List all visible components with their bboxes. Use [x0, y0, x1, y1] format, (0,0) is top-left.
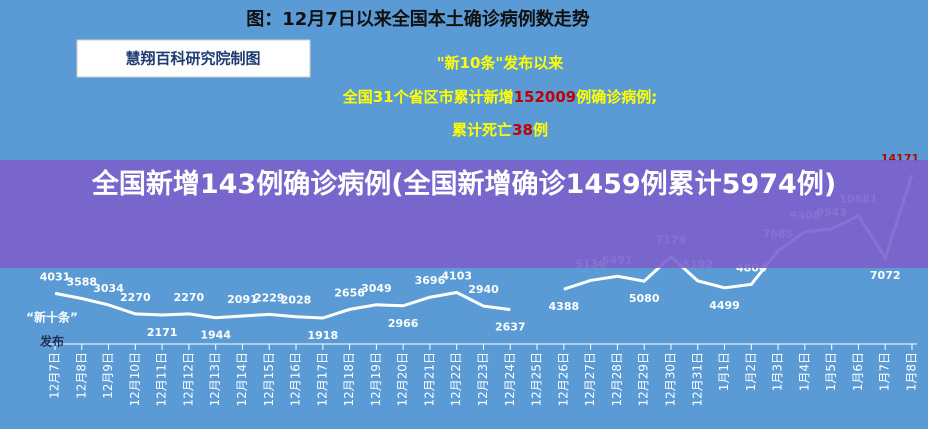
x-tick-label: 12月31日 — [690, 352, 704, 407]
data-label: 2966 — [388, 317, 419, 330]
data-label: 2028 — [281, 294, 312, 307]
chart-title: 图：12月7日以来全国本土确诊病例数走势 — [246, 8, 590, 30]
data-label: 2091 — [227, 293, 258, 306]
data-label: 4031 — [40, 270, 71, 283]
x-tick-label: 12月18日 — [342, 352, 356, 407]
data-label: 4499 — [709, 299, 740, 312]
x-tick-label: 1月3日 — [771, 352, 785, 391]
x-tick-label: 12月12日 — [181, 352, 195, 407]
x-tick-label: 1月2日 — [744, 352, 758, 391]
x-tick-label: 12月25日 — [530, 352, 544, 407]
x-tick-label: 12月7日 — [48, 352, 62, 399]
x-tick-label: 12月9日 — [101, 352, 115, 399]
note-part: 38 — [512, 121, 533, 139]
headline: 全国新增143例确诊病例(全国新增确诊1459例累计5974例) — [91, 169, 837, 200]
x-tick-label: 1月7日 — [878, 352, 892, 391]
data-label: 2171 — [147, 326, 178, 339]
data-label: 3034 — [93, 282, 124, 295]
note: 全国31个省区市累计新增152009例确诊病例; — [342, 88, 658, 106]
data-label: 1944 — [200, 329, 231, 342]
note: 累计死亡38例 — [452, 121, 548, 139]
x-tick-label: 1月4日 — [797, 352, 811, 391]
data-label: 2637 — [495, 321, 526, 334]
data-label: 4103 — [441, 269, 472, 282]
overlay: 全国新增143例确诊病例(全国新增确诊1459例累计5974例) — [91, 169, 837, 200]
x-tick-label: 12月13日 — [208, 352, 222, 407]
note-part: 全国31个省区市累计新增 — [342, 88, 514, 106]
x-tick-label: 12月19日 — [369, 352, 383, 407]
source-box — [76, 39, 311, 78]
x-tick-label: 12月21日 — [422, 352, 436, 407]
x-tick-label: 12月15日 — [262, 352, 276, 407]
x-tick-label: 1月5日 — [824, 352, 838, 391]
note-part: 例确诊病例; — [576, 88, 657, 106]
note-part: 累计死亡 — [452, 121, 512, 139]
x-tick-label: 12月14日 — [235, 352, 249, 407]
data-label: 3049 — [361, 282, 392, 295]
x-tick-label: 12月20日 — [396, 352, 410, 407]
data-label: 3588 — [66, 276, 97, 289]
note-part: "新10条"发布以来 — [437, 54, 565, 72]
marker-note: “新十条” — [26, 310, 78, 325]
x-tick-label: 12月29日 — [637, 352, 651, 407]
data-label: 2270 — [174, 291, 205, 304]
x-tick-label: 12月28日 — [610, 352, 624, 407]
x-tick-label: 12月26日 — [556, 352, 570, 407]
x-tick-label: 1月6日 — [851, 352, 865, 391]
note: "新10条"发布以来 — [437, 54, 565, 72]
data-label: 4388 — [549, 300, 580, 313]
x-tick-label: 12月17日 — [315, 352, 329, 407]
x-tick-label: 12月8日 — [74, 352, 88, 399]
data-label: 1918 — [308, 329, 339, 342]
data-label: 2940 — [468, 283, 499, 296]
data-label: 3696 — [415, 274, 446, 287]
note-part: 152009 — [514, 88, 577, 106]
note-part: 例 — [533, 121, 548, 139]
data-label: 5080 — [629, 292, 660, 305]
x-tick-label: 12月16日 — [289, 352, 303, 407]
x-tick-label: 12月22日 — [449, 352, 463, 407]
x-tick-label: 12月30日 — [663, 352, 677, 407]
x-tick-label: 1月8日 — [905, 352, 919, 391]
data-label: 7072 — [870, 269, 901, 282]
x-tick-label: 12月11日 — [155, 352, 169, 407]
x-tick-label: 12月24日 — [503, 352, 517, 407]
x-tick-label: 12月23日 — [476, 352, 490, 407]
overlay-band — [0, 160, 928, 268]
marker-note: 发布 — [39, 334, 64, 349]
x-tick-label: 1月1日 — [717, 352, 731, 391]
x-tick-label: 12月10日 — [128, 352, 142, 407]
data-label: 2656 — [334, 286, 365, 299]
source: 慧翔百科研究院制图 — [125, 50, 260, 68]
data-label: 2229 — [254, 291, 285, 304]
data-label: 2270 — [120, 291, 151, 304]
x-tick-label: 12月27日 — [583, 352, 597, 407]
